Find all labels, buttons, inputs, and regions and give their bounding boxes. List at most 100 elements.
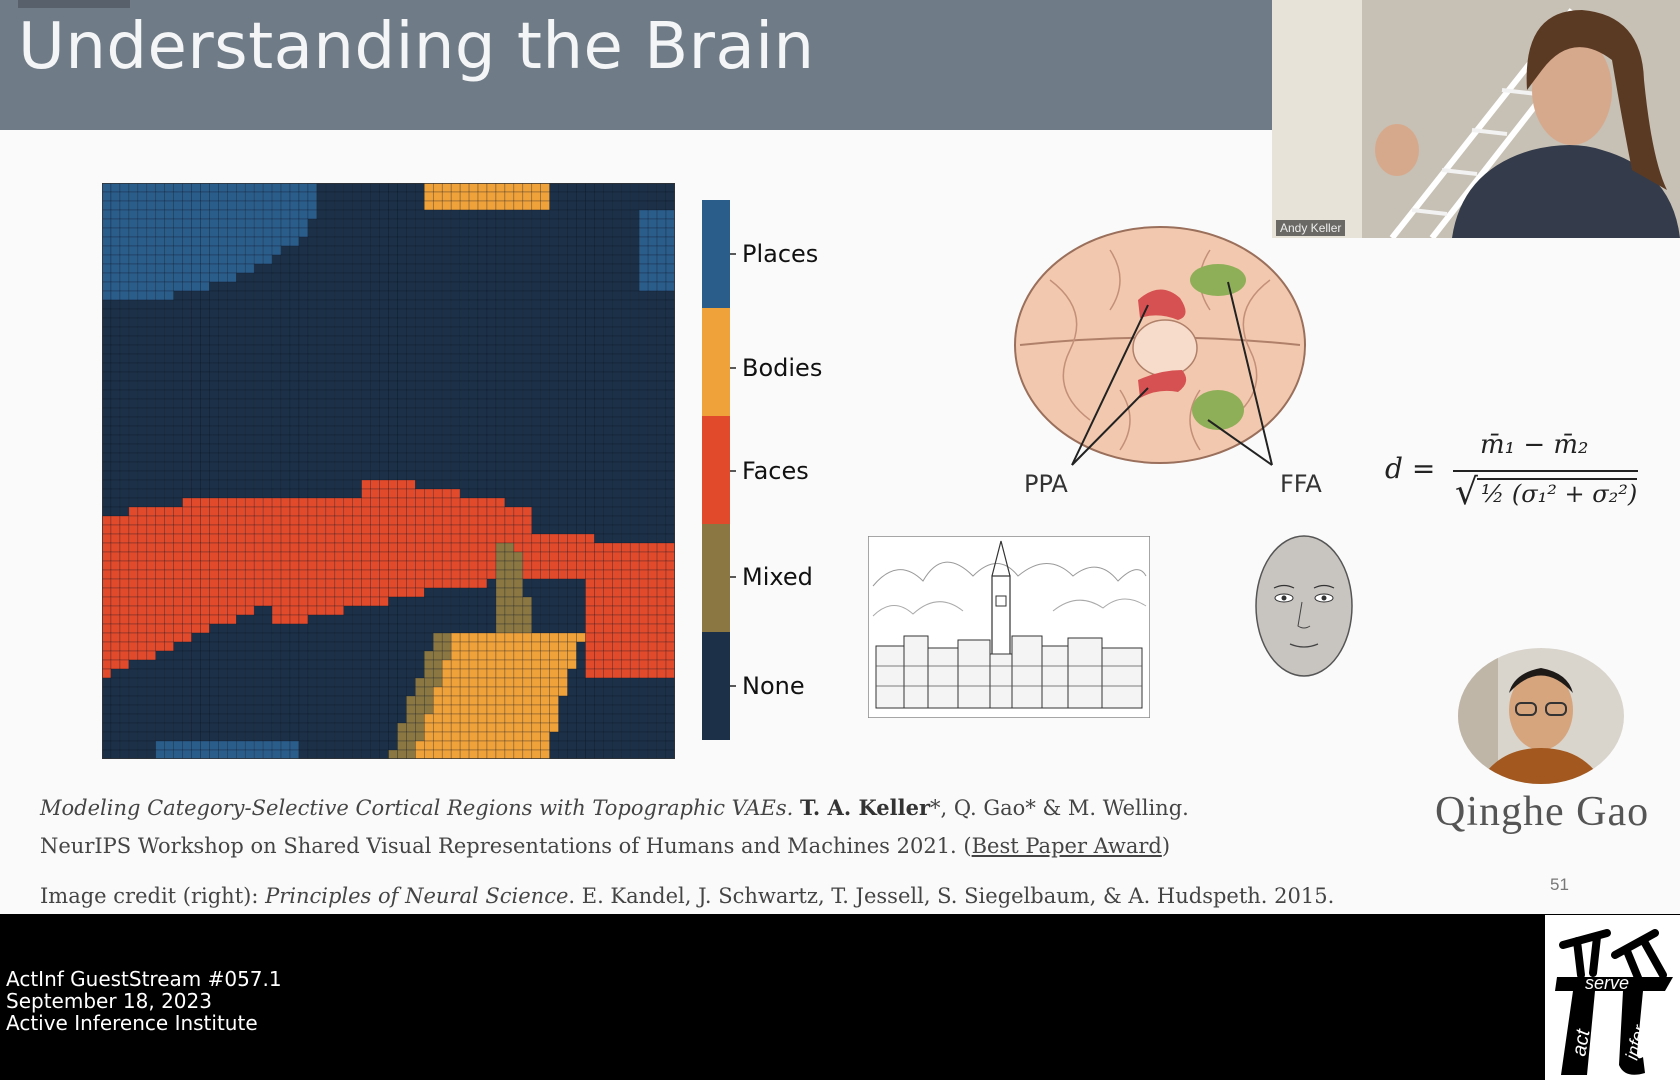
- heatmap-cell-places: [647, 227, 658, 238]
- heatmap-cell-bodies: [549, 641, 559, 652]
- heatmap-cell-none: [298, 641, 309, 652]
- heatmap-cell-none: [209, 470, 219, 481]
- heatmap-cell-faces: [549, 533, 559, 544]
- heatmap-cell-faces: [236, 569, 246, 580]
- heatmap-cell-none: [155, 452, 166, 463]
- heatmap-cell-none: [236, 317, 246, 328]
- heatmap-cell-none: [612, 281, 622, 292]
- heatmap-cell-none: [352, 425, 362, 436]
- heatmap-cell-none: [567, 605, 577, 616]
- heatmap-cell-places: [155, 281, 166, 292]
- best-paper-award-link[interactable]: Best Paper Award: [971, 834, 1162, 858]
- heatmap-cell-places: [128, 245, 139, 256]
- heatmap-cell-faces: [271, 533, 282, 544]
- heatmap-cell-none: [629, 227, 640, 238]
- heatmap-cell-none: [603, 407, 613, 418]
- heatmap-cell-none: [432, 308, 443, 319]
- heatmap-cell-none: [334, 470, 345, 481]
- heatmap-cell-places: [244, 191, 255, 202]
- heatmap-cell-none: [146, 407, 157, 418]
- heatmap-cell-none: [665, 731, 675, 742]
- heatmap-cell-none: [361, 200, 371, 211]
- heatmap-cell-none: [495, 209, 506, 220]
- heatmap-cell-none: [647, 335, 658, 346]
- heatmap-cell-none: [603, 434, 613, 445]
- heatmap-cell-none: [585, 731, 595, 742]
- heatmap-cell-places: [227, 272, 237, 283]
- heatmap-cell-none: [397, 443, 407, 454]
- heatmap-cell-none: [307, 650, 318, 661]
- heatmap-cell-places: [271, 191, 282, 202]
- heatmap-cell-none: [522, 416, 533, 427]
- heatmap-cell-places: [164, 290, 174, 301]
- heatmap-cell-none: [110, 461, 121, 472]
- heatmap-cell-none: [459, 416, 470, 427]
- heatmap-cell-none: [334, 362, 345, 373]
- heatmap-cell-none: [459, 371, 470, 382]
- heatmap-cell-faces: [441, 578, 452, 589]
- heatmap-cell-none: [513, 272, 524, 283]
- heatmap-cell-none: [236, 452, 246, 463]
- heatmap-cell-none: [665, 389, 675, 400]
- heatmap-cell-none: [540, 452, 551, 463]
- heatmap-cell-none: [594, 434, 604, 445]
- heatmap-cell-none: [146, 722, 157, 733]
- heatmap-cell-none: [191, 407, 201, 418]
- heatmap-cell-none: [665, 183, 675, 193]
- heatmap-cell-none: [549, 218, 559, 229]
- heatmap-cell-faces: [361, 524, 371, 535]
- heatmap-cell-none: [576, 659, 586, 670]
- heatmap-cell-none: [307, 299, 318, 310]
- heatmap-cell-faces: [262, 578, 273, 589]
- heatmap-cell-faces: [603, 668, 613, 679]
- heatmap-cell-faces: [612, 623, 622, 634]
- heatmap-cell-none: [137, 362, 148, 373]
- heatmap-cell-none: [397, 281, 407, 292]
- heatmap-cell-none: [415, 416, 425, 427]
- heatmap-cell-none: [343, 407, 354, 418]
- colorbar-label-mixed: Mixed: [742, 563, 813, 591]
- heatmap-cell-none: [432, 434, 443, 445]
- heatmap-cell-faces: [271, 542, 282, 553]
- heatmap-cell-none: [388, 614, 398, 625]
- heatmap-cell-none: [388, 632, 398, 643]
- heatmap-cell-none: [227, 452, 237, 463]
- heatmap-cell-none: [218, 299, 228, 310]
- colorbar-swatch-bodies: [702, 308, 730, 416]
- heatmap-cell-mixed: [424, 704, 434, 715]
- heatmap-cell-none: [585, 524, 595, 535]
- heatmap-cell-faces: [388, 524, 398, 535]
- heatmap-cell-none: [280, 443, 291, 454]
- webcam-tile[interactable]: Andy Keller: [1272, 0, 1680, 238]
- heatmap-cell-faces: [513, 524, 524, 535]
- heatmap-cell-none: [647, 353, 658, 364]
- heatmap-cell-none: [540, 227, 551, 238]
- heatmap-cell-faces: [540, 551, 551, 562]
- heatmap-cell-none: [513, 398, 524, 409]
- heatmap-cell-faces: [102, 569, 112, 580]
- heatmap-cell-places: [253, 209, 264, 220]
- heatmap-cell-none: [638, 371, 649, 382]
- heatmap-cell-faces: [531, 542, 542, 553]
- heatmap-cell-faces: [612, 641, 622, 652]
- heatmap-cell-none: [594, 524, 604, 535]
- heatmap-cell-none: [495, 434, 506, 445]
- heatmap-cell-faces: [638, 614, 649, 625]
- heatmap-cell-none: [531, 614, 542, 625]
- heatmap-cell-none: [540, 290, 551, 301]
- heatmap-cell-faces: [397, 560, 407, 571]
- heatmap-cell-faces: [164, 533, 174, 544]
- heatmap-cell-none: [325, 380, 336, 391]
- heatmap-cell-none: [379, 281, 389, 292]
- heatmap-cell-none: [280, 434, 291, 445]
- heatmap-cell-faces: [146, 650, 157, 661]
- heatmap-cell-places: [164, 218, 174, 229]
- heatmap-cell-none: [388, 353, 398, 364]
- heatmap-cell-bodies: [522, 704, 533, 715]
- heatmap-cell-none: [424, 443, 434, 454]
- heatmap-cell-bodies: [540, 704, 551, 715]
- heatmap-cell-faces: [271, 524, 282, 535]
- heatmap-cell-none: [200, 731, 210, 742]
- heatmap-cell-none: [406, 218, 416, 229]
- heatmap-cell-none: [432, 209, 443, 220]
